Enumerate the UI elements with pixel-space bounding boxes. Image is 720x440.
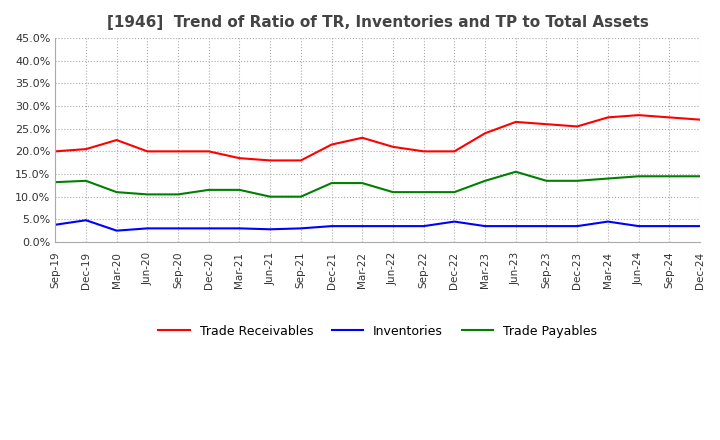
Trade Payables <box>389 190 397 195</box>
Trade Receivables <box>665 115 674 120</box>
Trade Receivables <box>143 149 152 154</box>
Trade Receivables <box>696 117 704 122</box>
Inventories <box>204 226 213 231</box>
Trade Receivables <box>266 158 274 163</box>
Trade Payables <box>143 192 152 197</box>
Inventories <box>235 226 244 231</box>
Trade Payables <box>603 176 612 181</box>
Inventories <box>143 226 152 231</box>
Trade Payables <box>481 178 490 183</box>
Trade Payables <box>297 194 305 199</box>
Inventories <box>297 226 305 231</box>
Legend: Trade Receivables, Inventories, Trade Payables: Trade Receivables, Inventories, Trade Pa… <box>153 319 602 343</box>
Trade Payables <box>51 180 60 185</box>
Trade Payables <box>112 190 121 195</box>
Inventories <box>481 224 490 229</box>
Trade Payables <box>174 192 182 197</box>
Trade Receivables <box>297 158 305 163</box>
Trade Receivables <box>603 115 612 120</box>
Trade Receivables <box>204 149 213 154</box>
Trade Payables <box>634 174 643 179</box>
Inventories <box>573 224 582 229</box>
Trade Receivables <box>542 121 551 127</box>
Trade Receivables <box>573 124 582 129</box>
Trade Payables <box>81 178 90 183</box>
Trade Payables <box>665 174 674 179</box>
Trade Payables <box>511 169 520 174</box>
Inventories <box>450 219 459 224</box>
Trade Payables <box>204 187 213 193</box>
Trade Receivables <box>328 142 336 147</box>
Trade Payables <box>450 190 459 195</box>
Trade Payables <box>573 178 582 183</box>
Trade Receivables <box>481 131 490 136</box>
Inventories <box>81 218 90 223</box>
Inventories <box>358 224 366 229</box>
Trade Payables <box>419 190 428 195</box>
Inventories <box>389 224 397 229</box>
Trade Payables <box>266 194 274 199</box>
Trade Receivables <box>358 135 366 140</box>
Inventories <box>112 228 121 233</box>
Inventories <box>328 224 336 229</box>
Inventories <box>266 227 274 232</box>
Trade Receivables <box>419 149 428 154</box>
Trade Receivables <box>634 113 643 118</box>
Trade Payables <box>542 178 551 183</box>
Trade Payables <box>235 187 244 193</box>
Trade Receivables <box>450 149 459 154</box>
Inventories <box>174 226 182 231</box>
Inventories <box>511 224 520 229</box>
Inventories <box>696 224 704 229</box>
Trade Receivables <box>174 149 182 154</box>
Trade Payables <box>328 180 336 186</box>
Trade Receivables <box>389 144 397 150</box>
Trade Payables <box>696 174 704 179</box>
Line: Trade Receivables: Trade Receivables <box>55 115 700 161</box>
Inventories <box>603 219 612 224</box>
Trade Receivables <box>235 155 244 161</box>
Line: Trade Payables: Trade Payables <box>55 172 700 197</box>
Trade Receivables <box>511 119 520 125</box>
Inventories <box>665 224 674 229</box>
Line: Inventories: Inventories <box>55 220 700 231</box>
Trade Receivables <box>51 149 60 154</box>
Trade Receivables <box>81 147 90 152</box>
Inventories <box>634 224 643 229</box>
Trade Payables <box>358 180 366 186</box>
Inventories <box>542 224 551 229</box>
Title: [1946]  Trend of Ratio of TR, Inventories and TP to Total Assets: [1946] Trend of Ratio of TR, Inventories… <box>107 15 649 30</box>
Trade Receivables <box>112 137 121 143</box>
Inventories <box>419 224 428 229</box>
Inventories <box>51 222 60 227</box>
